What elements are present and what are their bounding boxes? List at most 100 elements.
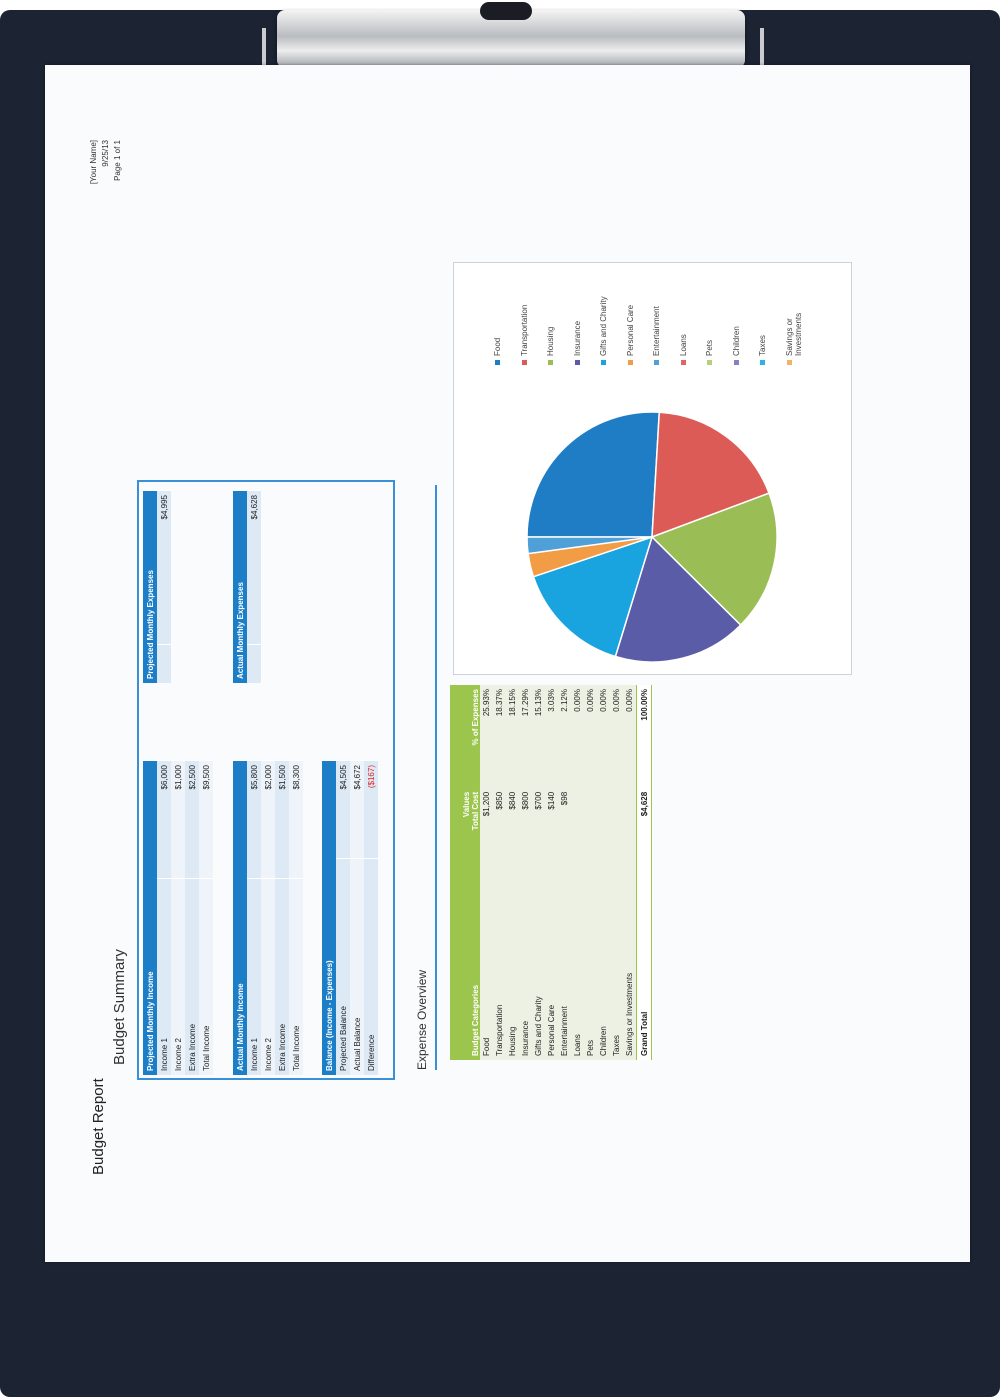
legend-item: Savings or Investments	[785, 296, 812, 365]
legend-swatch	[627, 360, 633, 365]
expense-cell: Pets	[584, 862, 597, 1060]
legend-swatch	[495, 360, 500, 365]
page-header: [Your Name] 9/25/13 Page 1 of 1	[88, 140, 124, 184]
legend-swatch	[707, 360, 712, 365]
expense-cell: 0.00%	[597, 685, 610, 788]
expense-row: Gifts and Charity $700 15.13%	[532, 685, 545, 1060]
expense-cell: Insurance	[519, 862, 532, 1060]
expense-row: Loans 0.00%	[571, 685, 584, 1060]
expense-cell: $850	[493, 787, 506, 862]
legend-swatch	[786, 360, 792, 365]
balance-table: Balance (Income - Expenses) Projected Bal…	[322, 760, 378, 1075]
table-row: Actual Balance $4,672	[350, 760, 364, 1075]
table-header: Balance (Income - Expenses)	[322, 760, 336, 1075]
expense-cell	[623, 787, 637, 862]
table-row: Income 2 $1,000	[171, 760, 185, 1075]
table-row: Projected Balance $4,505	[336, 760, 350, 1075]
expense-cell: 17.29%	[519, 685, 532, 788]
legend-label: Pets	[705, 339, 714, 356]
expense-row: Food $1,200 25.93%	[480, 685, 493, 1060]
expense-cell: Housing	[506, 862, 519, 1060]
row-value: $1,000	[171, 760, 185, 879]
expense-cell: Gifts and Charity	[532, 862, 545, 1060]
row-label: Income 1	[157, 878, 171, 1075]
row-value: $1,500	[275, 760, 289, 879]
expense-cell: $800	[519, 787, 532, 862]
actual-expenses-value: $4,628	[247, 490, 261, 645]
expense-row: Entertainment $98 2.12%	[558, 685, 571, 1060]
expense-row: Children 0.00%	[597, 685, 610, 1060]
grand-total-cell: Grand Total	[636, 862, 652, 1060]
row-value: $2,000	[261, 760, 275, 879]
budget-summary-heading: Budget Summary	[111, 949, 128, 1065]
table-row: Income 1 $5,800	[247, 760, 261, 1075]
table-row: Income 2 $2,000	[261, 760, 275, 1075]
clipboard-clip	[262, 2, 764, 113]
row-value: $6,000	[157, 760, 171, 879]
actual-expenses-header: Actual Monthly Expenses	[233, 490, 247, 683]
grand-total-cell: $4,628	[636, 787, 652, 862]
expense-cell: $98	[558, 787, 571, 862]
expense-row: Savings or Investments 0.00%	[623, 685, 637, 1060]
table-header: Actual Monthly Income	[233, 760, 247, 1075]
expense-row: Housing $840 18.15%	[506, 685, 519, 1060]
expense-pie-chart	[453, 262, 852, 675]
legend-item: Loans	[679, 296, 706, 365]
expense-overview-heading: Expense Overview	[415, 969, 429, 1070]
legend-item: Children	[732, 296, 759, 365]
legend-swatch	[601, 360, 606, 365]
row-value: $4,505	[336, 760, 350, 859]
expense-cell: 18.37%	[493, 685, 506, 788]
report-date: 9/25/13	[101, 140, 110, 167]
expense-cell: 0.00%	[571, 685, 584, 788]
expense-cell: Transportation	[493, 862, 506, 1060]
legend-swatch	[521, 360, 527, 365]
pie-slice-insurance	[614, 535, 742, 663]
expense-cell: Savings or Investments	[623, 862, 637, 1060]
expense-cell: 0.00%	[610, 685, 623, 788]
table-row: Income 1 $6,000	[157, 760, 171, 1075]
legend-swatch	[680, 360, 686, 365]
col-total-cost: Values Total Cost	[450, 787, 480, 862]
page-number: Page 1 of 1	[113, 140, 122, 181]
row-label: Total Income	[289, 878, 303, 1075]
row-label: Difference	[364, 858, 378, 1075]
col-percent: % of Expenses	[450, 685, 480, 788]
row-value: ($167)	[364, 760, 378, 859]
row-label: Total Income	[199, 878, 213, 1075]
expense-cell: Children	[597, 862, 610, 1060]
expense-row: Personal Care $140 3.03%	[545, 685, 558, 1060]
row-label: Income 2	[261, 878, 275, 1075]
table-row: Extra Income $2,500	[185, 760, 199, 1075]
report-title: Budget Report	[90, 1078, 107, 1175]
pie-slice-food	[526, 411, 661, 538]
legend-label: Savings or Investments	[784, 312, 803, 356]
legend-label: Transportation	[519, 304, 529, 356]
actual-expenses-table: Actual Monthly Expenses $4,628	[233, 490, 261, 683]
legend-item: Entertainment	[652, 296, 679, 365]
expense-row: Insurance $800 17.29%	[519, 685, 532, 1060]
projected-expenses-table: Projected Monthly Expenses $4,995	[143, 490, 171, 683]
legend-item: Personal Care	[626, 296, 653, 365]
row-label: Extra Income	[185, 878, 199, 1075]
pie-svg	[526, 411, 778, 663]
expense-cell: 25.93%	[480, 685, 493, 788]
table-row: Total Income $8,300	[289, 760, 303, 1075]
pie-slice-housing	[650, 492, 778, 627]
expense-cell: Taxes	[610, 862, 623, 1060]
expense-cell	[584, 787, 597, 862]
legend-label: Loans	[678, 334, 688, 356]
col-categories: Budget Categories	[450, 862, 480, 1060]
legend-item: Transportation	[520, 296, 547, 365]
chart-legend: Food Transportation Housing Insurance Gifts …	[493, 296, 811, 365]
legend-swatch	[574, 360, 580, 365]
legend-label: Entertainment	[652, 306, 661, 356]
expense-table: Budget Categories Values Total Cost% of E…	[450, 685, 652, 1060]
legend-label: Insurance	[572, 320, 582, 356]
legend-swatch	[733, 360, 739, 365]
row-value: $4,672	[350, 760, 364, 859]
expense-row: Pets 0.00%	[584, 685, 597, 1060]
legend-item: Housing	[546, 296, 573, 365]
expense-cell: $140	[545, 787, 558, 862]
expense-cell	[571, 787, 584, 862]
